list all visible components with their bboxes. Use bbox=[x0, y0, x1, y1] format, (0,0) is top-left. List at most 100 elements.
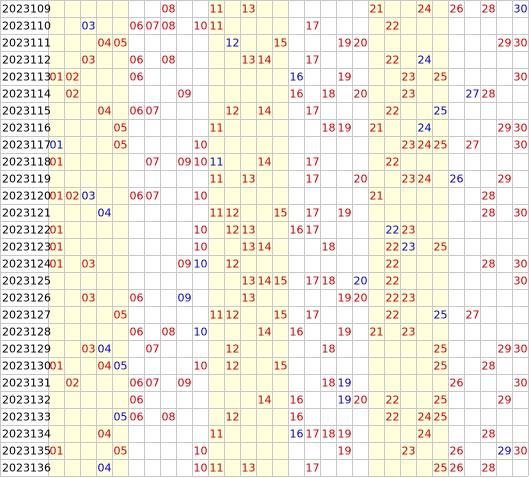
red-ball: 21 bbox=[370, 122, 384, 135]
red-ball: 06 bbox=[130, 411, 144, 424]
red-ball: 07 bbox=[146, 343, 160, 356]
red-ball: 30 bbox=[514, 207, 528, 220]
red-ball: 24 bbox=[418, 428, 432, 441]
red-ball: 20 bbox=[354, 88, 368, 101]
blue-ball: 01 bbox=[50, 139, 64, 152]
blue-ball: 04 bbox=[98, 343, 112, 356]
red-ball: 11 bbox=[210, 122, 224, 135]
red-ball: 25 bbox=[434, 71, 448, 84]
red-ball: 01 bbox=[50, 71, 64, 84]
red-ball: 08 bbox=[162, 3, 176, 16]
red-ball: 01 bbox=[50, 241, 64, 254]
issue-number: 2023135 bbox=[2, 445, 51, 458]
red-ball: 11 bbox=[210, 309, 224, 322]
red-ball: 14 bbox=[258, 275, 272, 288]
red-ball: 29 bbox=[498, 173, 512, 186]
red-ball: 16 bbox=[290, 88, 304, 101]
red-ball: 17 bbox=[306, 207, 320, 220]
blue-ball: 20 bbox=[354, 275, 368, 288]
red-ball: 28 bbox=[482, 428, 496, 441]
red-ball: 13 bbox=[242, 54, 256, 67]
red-ball: 19 bbox=[338, 122, 352, 135]
red-ball: 20 bbox=[354, 394, 368, 407]
red-ball: 16 bbox=[290, 326, 304, 339]
red-ball: 01 bbox=[50, 224, 64, 237]
red-ball: 04 bbox=[98, 37, 112, 50]
red-ball: 23 bbox=[402, 326, 416, 339]
issue-number: 2023110 bbox=[2, 20, 51, 33]
red-ball: 15 bbox=[274, 360, 288, 373]
red-ball: 14 bbox=[258, 105, 272, 118]
red-ball: 21 bbox=[370, 190, 384, 203]
red-ball: 28 bbox=[482, 258, 496, 271]
red-ball: 18 bbox=[322, 343, 336, 356]
red-ball: 17 bbox=[306, 105, 320, 118]
red-ball: 08 bbox=[162, 20, 176, 33]
red-ball: 28 bbox=[482, 360, 496, 373]
red-ball: 17 bbox=[306, 20, 320, 33]
red-ball: 11 bbox=[210, 3, 224, 16]
red-ball: 28 bbox=[482, 3, 496, 16]
issue-number: 2023126 bbox=[2, 292, 51, 305]
red-ball: 01 bbox=[50, 258, 64, 271]
issue-number: 2023120 bbox=[2, 190, 51, 203]
blue-ball: 04 bbox=[98, 207, 112, 220]
red-ball: 03 bbox=[82, 54, 96, 67]
blue-ball: 19 bbox=[338, 394, 352, 407]
red-ball: 05 bbox=[114, 139, 128, 152]
issue-number: 2023125 bbox=[2, 275, 51, 288]
issue-number: 2023124 bbox=[2, 258, 51, 271]
red-ball: 27 bbox=[466, 309, 480, 322]
blue-ball: 04 bbox=[98, 462, 112, 475]
red-ball: 18 bbox=[322, 275, 336, 288]
red-ball: 20 bbox=[354, 37, 368, 50]
red-ball: 06 bbox=[130, 105, 144, 118]
blue-ball: 10 bbox=[194, 258, 208, 271]
blue-ball: 12 bbox=[226, 37, 240, 50]
red-ball: 28 bbox=[482, 462, 496, 475]
red-ball: 09 bbox=[178, 258, 192, 271]
red-ball: 17 bbox=[306, 156, 320, 169]
red-ball: 22 bbox=[386, 156, 400, 169]
red-ball: 30 bbox=[514, 37, 528, 50]
red-ball: 22 bbox=[386, 394, 400, 407]
red-ball: 10 bbox=[194, 241, 208, 254]
blue-ball: 30 bbox=[514, 3, 528, 16]
red-ball: 23 bbox=[402, 173, 416, 186]
red-ball: 07 bbox=[146, 105, 160, 118]
red-ball: 02 bbox=[66, 190, 80, 203]
red-ball: 12 bbox=[226, 411, 240, 424]
red-ball: 25 bbox=[434, 411, 448, 424]
red-ball: 02 bbox=[66, 71, 80, 84]
red-ball: 19 bbox=[338, 71, 352, 84]
red-ball: 13 bbox=[242, 3, 256, 16]
red-ball: 22 bbox=[386, 54, 400, 67]
red-ball: 10 bbox=[194, 20, 208, 33]
red-ball: 20 bbox=[354, 292, 368, 305]
red-ball: 13 bbox=[242, 292, 256, 305]
red-ball: 29 bbox=[498, 343, 512, 356]
red-ball: 17 bbox=[306, 173, 320, 186]
issue-number: 2023117 bbox=[2, 139, 51, 152]
issue-number: 2023128 bbox=[2, 326, 51, 339]
issue-number: 2023116 bbox=[2, 122, 51, 135]
issue-number: 2023131 bbox=[2, 377, 51, 390]
red-ball: 29 bbox=[498, 122, 512, 135]
blue-ball: 25 bbox=[434, 105, 448, 118]
red-ball: 23 bbox=[402, 139, 416, 152]
red-ball: 05 bbox=[114, 122, 128, 135]
red-ball: 30 bbox=[514, 343, 528, 356]
red-ball: 12 bbox=[226, 224, 240, 237]
issue-number: 2023130 bbox=[2, 360, 51, 373]
red-ball: 22 bbox=[386, 241, 400, 254]
issue-number: 2023118 bbox=[2, 156, 51, 169]
red-ball: 03 bbox=[82, 258, 96, 271]
red-ball: 23 bbox=[402, 88, 416, 101]
red-ball: 18 bbox=[322, 88, 336, 101]
red-ball: 22 bbox=[386, 275, 400, 288]
red-ball: 13 bbox=[242, 462, 256, 475]
red-ball: 01 bbox=[50, 445, 64, 458]
red-ball: 26 bbox=[450, 377, 464, 390]
red-ball: 16 bbox=[290, 394, 304, 407]
